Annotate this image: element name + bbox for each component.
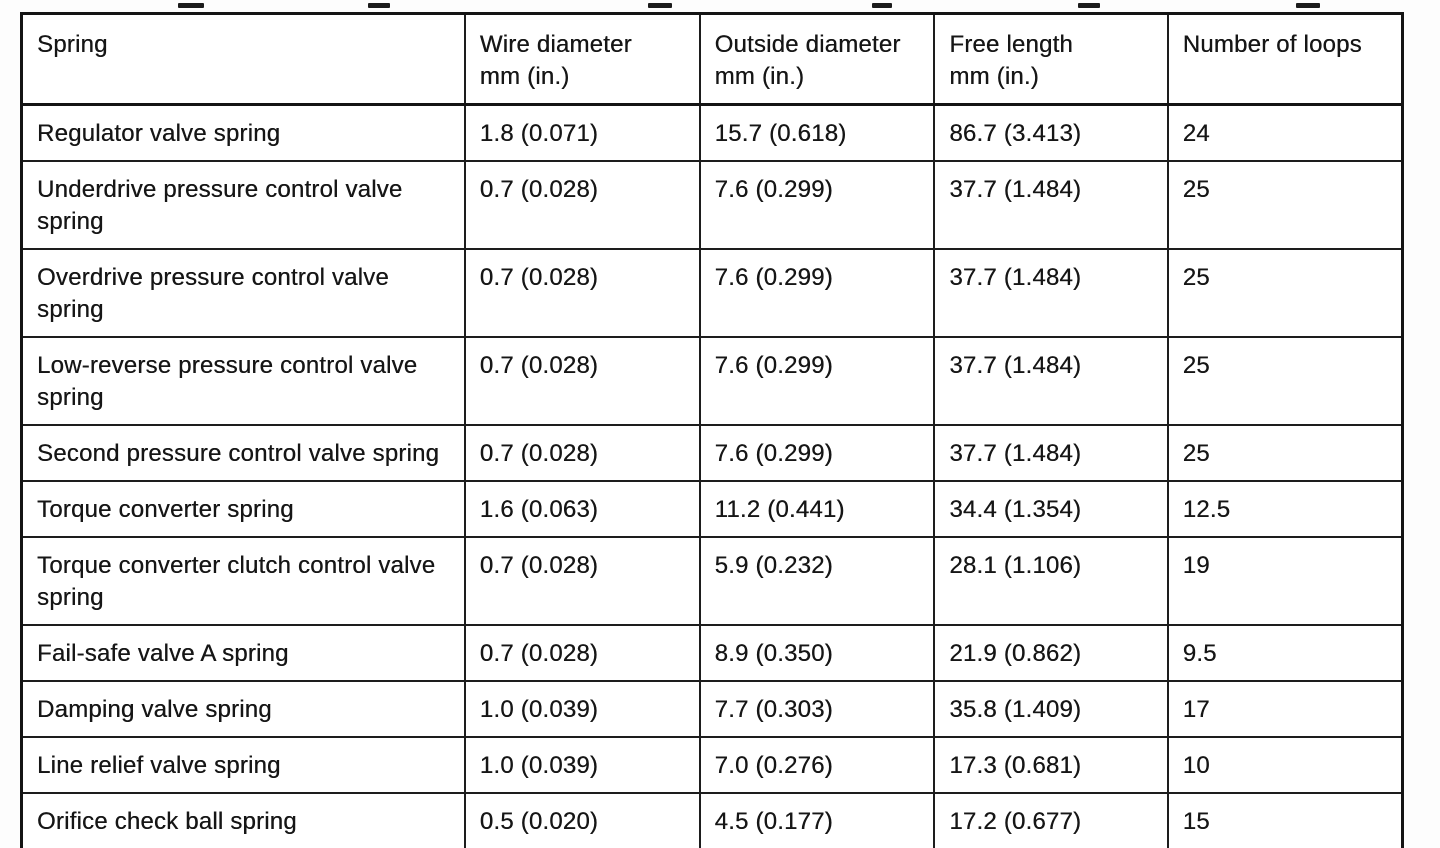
table-row: Low-reverse pressure control valve sprin… — [20, 336, 1404, 426]
cell-outside-diameter: 4.5 (0.177) — [698, 792, 936, 848]
table-body: Regulator valve spring 1.8 (0.071) 15.7 (0… — [20, 103, 1404, 848]
cell-number-of-loops: 19 — [1166, 536, 1404, 626]
scan-artifact-mark — [1296, 3, 1320, 8]
cell-number-of-loops: 9.5 — [1166, 624, 1404, 682]
col-header-sub: mm (in.) — [479, 63, 570, 90]
cell-wire-diameter: 1.6 (0.063) — [463, 480, 701, 538]
col-header-sub: mm (in.) — [714, 63, 805, 90]
cell-spring: Low-reverse pressure control valve sprin… — [20, 336, 466, 426]
cell-outside-diameter: 7.6 (0.299) — [698, 336, 936, 426]
cell-wire-diameter: 0.7 (0.028) — [463, 624, 701, 682]
cell-wire-diameter: 0.7 (0.028) — [463, 424, 701, 482]
cell-number-of-loops: 25 — [1166, 336, 1404, 426]
cell-number-of-loops: 15 — [1166, 792, 1404, 848]
cell-free-length: 17.3 (0.681) — [933, 736, 1169, 794]
cell-number-of-loops: 25 — [1166, 160, 1404, 250]
table-row: Line relief valve spring 1.0 (0.039) 7.0 (… — [20, 736, 1404, 794]
col-header-sub: mm (in.) — [949, 63, 1039, 90]
col-header-outside-diameter: Outside diameter mm (in.) — [698, 12, 936, 106]
table-row: Overdrive pressure control valve spring 0… — [20, 248, 1404, 338]
cell-spring: Fail-safe valve A spring — [20, 624, 466, 682]
col-header-number-of-loops: Number of loops — [1166, 12, 1404, 106]
table-row: Second pressure control valve spring 0.7 … — [20, 424, 1404, 482]
cell-outside-diameter: 8.9 (0.350) — [698, 624, 936, 682]
table-row: Fail-safe valve A spring 0.7 (0.028) 8.9 (… — [20, 624, 1404, 682]
col-header-label: Number of loops — [1182, 31, 1362, 58]
cell-free-length: 86.7 (3.413) — [933, 103, 1169, 162]
scan-artifact-mark — [1078, 3, 1100, 8]
col-header-spring: Spring — [20, 12, 466, 106]
cell-free-length: 37.7 (1.484) — [933, 424, 1169, 482]
cell-free-length: 37.7 (1.484) — [933, 160, 1169, 250]
cell-free-length: 28.1 (1.106) — [933, 536, 1169, 626]
cell-number-of-loops: 25 — [1166, 424, 1404, 482]
cell-wire-diameter: 0.7 (0.028) — [463, 536, 701, 626]
cell-wire-diameter: 1.0 (0.039) — [463, 736, 701, 794]
header-row: Spring Wire diameter mm (in.) Outside di… — [20, 12, 1404, 106]
scan-artifact-mark — [872, 3, 892, 8]
table-row: Orifice check ball spring 0.5 (0.020) 4.5 … — [20, 792, 1404, 848]
table-row: Underdrive pressure control valve spring… — [20, 160, 1404, 250]
cell-spring: Second pressure control valve spring — [20, 424, 466, 482]
cell-spring: Regulator valve spring — [20, 103, 466, 162]
cell-spring: Torque converter clutch control valve sp… — [20, 536, 466, 626]
cell-outside-diameter: 11.2 (0.441) — [698, 480, 936, 538]
cell-number-of-loops: 24 — [1166, 103, 1404, 162]
scan-artifact-mark — [178, 3, 204, 8]
table-row: Damping valve spring 1.0 (0.039) 7.7 (0.30… — [20, 680, 1404, 738]
cell-spring: Damping valve spring — [20, 680, 466, 738]
scan-artifact-mark — [648, 3, 672, 8]
cell-spring: Orifice check ball spring — [20, 792, 466, 848]
table-row: Torque converter clutch control valve sp… — [20, 536, 1404, 626]
cell-wire-diameter: 1.8 (0.071) — [463, 103, 701, 162]
table-row: Regulator valve spring 1.8 (0.071) 15.7 (0… — [20, 103, 1404, 162]
col-header-label: Spring — [37, 31, 108, 58]
cell-wire-diameter: 0.7 (0.028) — [463, 336, 701, 426]
cell-spring: Torque converter spring — [20, 480, 466, 538]
cell-outside-diameter: 15.7 (0.618) — [698, 103, 936, 162]
col-header-free-length: Free length mm (in.) — [933, 12, 1169, 106]
cell-free-length: 21.9 (0.862) — [933, 624, 1169, 682]
cell-number-of-loops: 25 — [1166, 248, 1404, 338]
cell-wire-diameter: 0.5 (0.020) — [463, 792, 701, 848]
cell-outside-diameter: 7.7 (0.303) — [698, 680, 936, 738]
cell-free-length: 17.2 (0.677) — [933, 792, 1169, 848]
cell-free-length: 37.7 (1.484) — [933, 248, 1169, 338]
col-header-label: Free length — [949, 31, 1073, 58]
col-header-label: Outside diameter — [714, 31, 901, 58]
cell-spring: Line relief valve spring — [20, 736, 466, 794]
cell-outside-diameter: 7.6 (0.299) — [698, 160, 936, 250]
scan-artifact-mark — [368, 3, 390, 8]
cell-free-length: 37.7 (1.484) — [933, 336, 1169, 426]
cell-number-of-loops: 17 — [1166, 680, 1404, 738]
cell-spring: Overdrive pressure control valve spring — [20, 248, 466, 338]
cell-outside-diameter: 7.6 (0.299) — [698, 248, 936, 338]
table-header: Spring Wire diameter mm (in.) Outside di… — [20, 12, 1404, 106]
cell-wire-diameter: 0.7 (0.028) — [463, 160, 701, 250]
cell-number-of-loops: 12.5 — [1166, 480, 1404, 538]
col-header-wire-diameter: Wire diameter mm (in.) — [463, 12, 701, 106]
cell-spring: Underdrive pressure control valve spring — [20, 160, 466, 250]
cell-free-length: 34.4 (1.354) — [933, 480, 1169, 538]
table-row: Torque converter spring 1.6 (0.063) 11.2 (… — [20, 480, 1404, 538]
cell-outside-diameter: 7.0 (0.276) — [698, 736, 936, 794]
scan-artifacts — [0, 3, 1440, 11]
cell-wire-diameter: 1.0 (0.039) — [463, 680, 701, 738]
cell-outside-diameter: 5.9 (0.232) — [698, 536, 936, 626]
cell-number-of-loops: 10 — [1166, 736, 1404, 794]
col-header-label: Wire diameter — [479, 31, 632, 58]
cell-free-length: 35.8 (1.409) — [933, 680, 1169, 738]
cell-wire-diameter: 0.7 (0.028) — [463, 248, 701, 338]
spring-specification-table: Spring Wire diameter mm (in.) Outside di… — [20, 12, 1404, 848]
cell-outside-diameter: 7.6 (0.299) — [698, 424, 936, 482]
